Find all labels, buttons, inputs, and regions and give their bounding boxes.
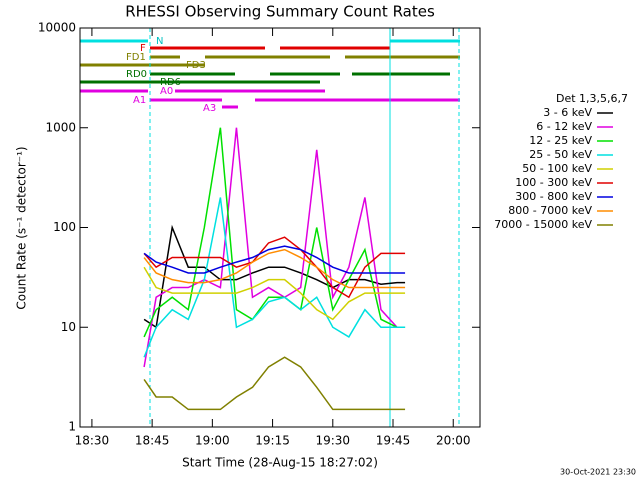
series-line: [143, 224, 406, 329]
series-line: [143, 245, 406, 274]
event-lines: [149, 28, 460, 427]
legend-title: Det 1,3,5,6,7: [556, 92, 628, 105]
x-tick-label: 19:00: [195, 434, 230, 448]
annotation: A0: [160, 86, 173, 97]
chart-title: RHESSI Observing Summary Count Rates: [125, 3, 435, 21]
series-line: [143, 197, 406, 358]
y-tick-label: 100: [53, 220, 76, 234]
footer: 30-Oct-2021 23:30: [560, 468, 636, 477]
legend-label: 6 - 12 keV: [536, 120, 592, 133]
y-tick-label: 10000: [38, 21, 76, 35]
x-tick-label: 19:30: [315, 434, 350, 448]
y-tick-label: 10: [61, 320, 76, 334]
series-line: [143, 266, 406, 321]
series-line: [143, 127, 406, 338]
legend-label: 3 - 6 keV: [543, 106, 592, 119]
annotation: N: [156, 36, 163, 47]
annotations: N F FD1 FD3 RD0 RD6 A0 A1 A3: [126, 36, 216, 114]
state-bars: [80, 39, 460, 109]
annotation: A3: [203, 103, 216, 114]
annotation: A1: [133, 95, 146, 106]
series-line: [143, 356, 406, 411]
y-tick-label: 1: [68, 420, 76, 434]
annotation: F: [140, 43, 146, 54]
annotation: FD1: [126, 52, 146, 63]
legend-label: 50 - 100 keV: [522, 162, 592, 175]
series-line: [143, 236, 406, 299]
x-tick-label: 19:45: [376, 434, 411, 448]
legend-label: 25 - 50 keV: [529, 148, 592, 161]
legend-label: 800 - 7000 keV: [508, 204, 592, 217]
legend-label: 300 - 800 keV: [515, 190, 592, 203]
annotation: FD3: [186, 60, 206, 71]
series-line: [143, 248, 406, 289]
plot-frame: [79, 27, 481, 428]
annotation: RD0: [126, 69, 147, 80]
legend-label: 12 - 25 keV: [529, 134, 592, 147]
legend-label: 100 - 300 keV: [515, 176, 592, 189]
series-line: [143, 127, 406, 368]
x-axis-label: Start Time (28-Aug-15 18:27:02): [182, 456, 378, 470]
x-tick-label: 19:15: [255, 434, 290, 448]
annotation: RD6: [160, 77, 181, 88]
x-tick-label: 18:45: [135, 434, 170, 448]
x-tick-label: 18:30: [75, 434, 110, 448]
y-tick-label: 1000: [45, 120, 76, 134]
y-axis-label: Count Rate (s⁻¹ detector⁻¹): [15, 146, 29, 309]
legend-label: 7000 - 15000 keV: [494, 218, 592, 231]
x-tick-label: 20:00: [436, 434, 471, 448]
